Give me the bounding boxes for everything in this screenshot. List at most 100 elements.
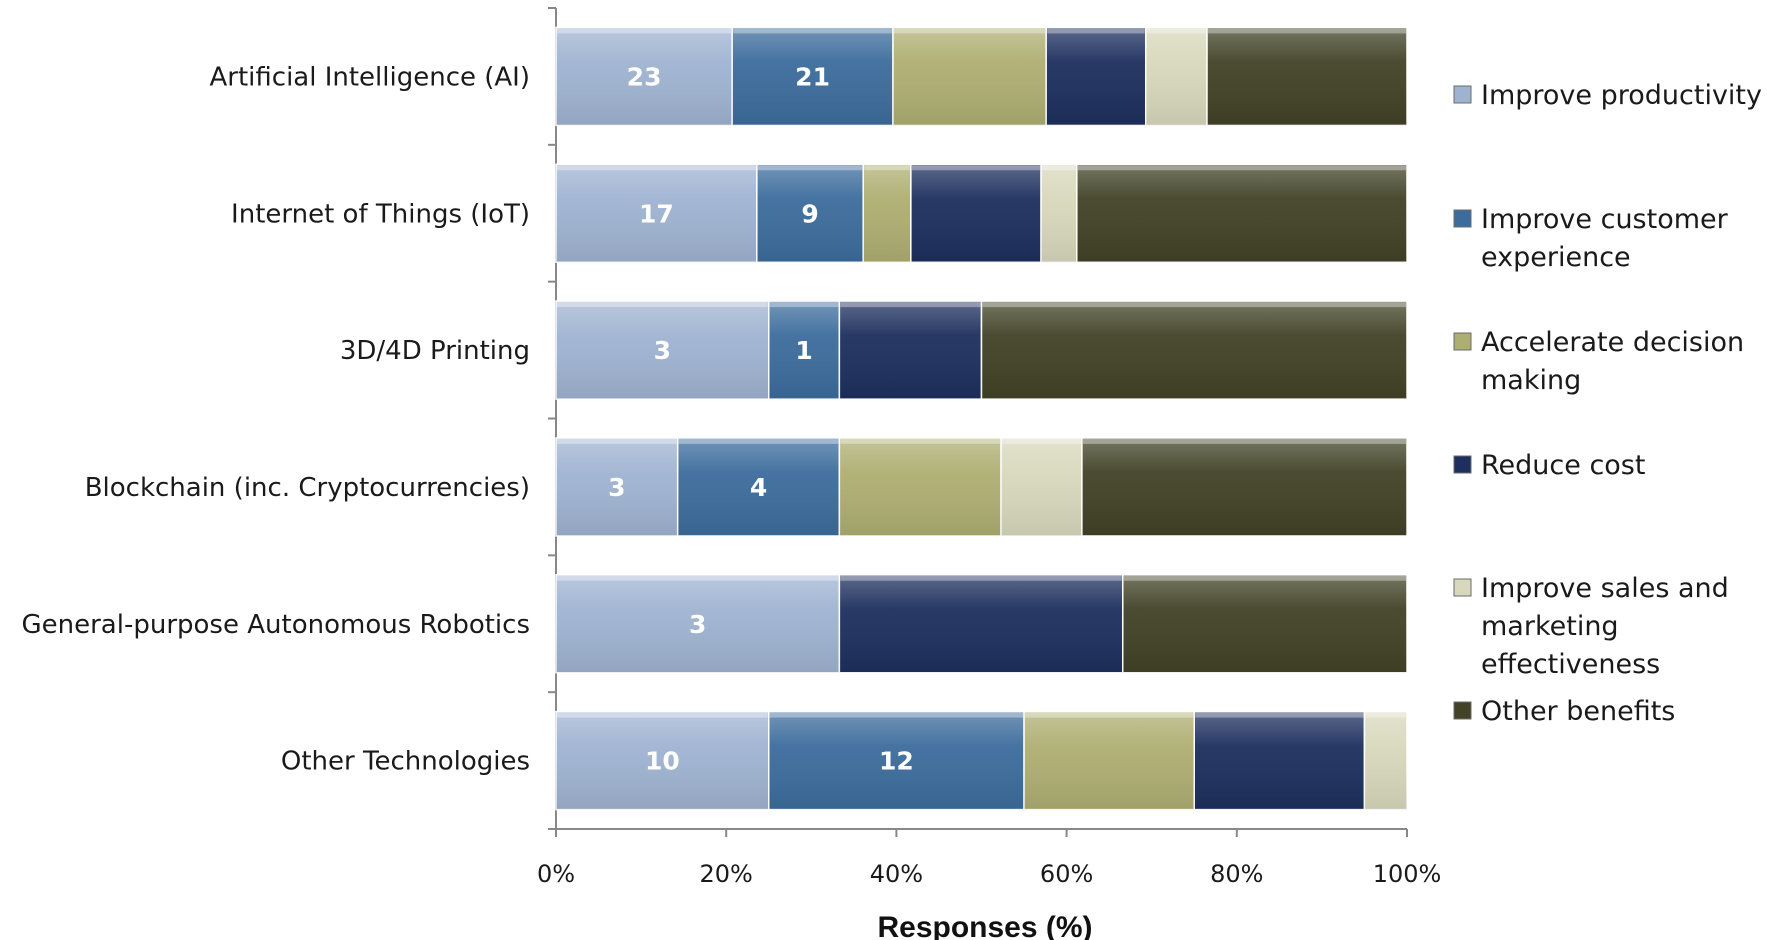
bar-segment-shine [981, 301, 1407, 400]
legend-item: Improve customer experience [1453, 204, 1729, 273]
bar-segment-highlight [840, 302, 981, 308]
bar-segment [1193, 710, 1366, 811]
bar-segment-shine [1207, 27, 1407, 126]
data-label: 12 [879, 747, 914, 776]
bar-segment-highlight [1365, 712, 1406, 718]
bar-segment [555, 26, 733, 127]
bar-segment-shine [863, 164, 911, 263]
bar-segment-shine [556, 27, 733, 126]
bar-segment-shine [1145, 27, 1208, 126]
bar-segment-highlight [1082, 438, 1406, 444]
legend-label: Accelerate decision making [1481, 327, 1744, 396]
bar-segment [838, 300, 983, 400]
bar-segment-shine [1046, 27, 1146, 126]
x-tick-label: 60% [1040, 860, 1093, 888]
bar-segment [862, 163, 912, 263]
legend-label: Improve sales and marketing effectiveness [1481, 573, 1729, 680]
bar-segment [768, 300, 841, 400]
bar-segment-shine [839, 574, 1123, 673]
bar-segment-shine [556, 437, 678, 536]
legend-label: Other benefits [1481, 696, 1675, 727]
bar-segment-highlight [757, 165, 863, 171]
bar-segment-highlight [557, 28, 732, 34]
bar-segment-highlight [840, 438, 1001, 444]
bar-segment-highlight [769, 302, 839, 308]
bar-segment-shine [556, 164, 757, 263]
data-label: 1 [795, 336, 812, 365]
bar-segment [838, 437, 1002, 537]
bar-segment-highlight [557, 302, 768, 308]
x-axis-label: Responses (%) [877, 911, 1092, 940]
bar-segment-highlight [1146, 28, 1207, 34]
legend-swatch [1453, 209, 1472, 228]
bar-segment-shine [1194, 711, 1365, 810]
category-labels: Artificial Intelligence (AI) Internet of … [22, 62, 531, 776]
bar-segment-shine [1081, 437, 1407, 536]
legend-label-line: effectiveness [1481, 649, 1660, 680]
legend-item: Improve sales and marketing effectiveness [1453, 573, 1729, 680]
bar-segment [910, 163, 1042, 263]
bar-segment-highlight [1002, 438, 1081, 444]
data-label: 9 [801, 199, 818, 228]
legend-label: Improve customer experience [1481, 204, 1729, 273]
legend-swatch [1453, 85, 1472, 104]
axes [548, 7, 1408, 837]
bar-segment-shine [556, 574, 840, 673]
bar-segment [555, 163, 758, 263]
bar-segment [1023, 710, 1196, 811]
bar-segment-shine [768, 301, 840, 400]
data-label: 3 [654, 336, 671, 365]
legend-label-line: Reduce cost [1481, 450, 1645, 481]
bar-segment-highlight [557, 712, 768, 718]
bar-segment-highlight [557, 575, 839, 581]
x-tick-label: 20% [700, 860, 753, 888]
bar-segment-highlight [1195, 712, 1364, 718]
bar-segment-highlight [1042, 165, 1076, 171]
bar-segment [1122, 574, 1408, 674]
legend-label-line: Improve customer [1481, 204, 1729, 235]
bar-segment [1144, 26, 1208, 127]
bar-segment-shine [556, 711, 769, 810]
category-label: Other Technologies [281, 747, 530, 777]
data-label: 21 [795, 62, 830, 91]
bar-segment-shine [839, 301, 982, 400]
bar-segment-shine [839, 437, 1002, 536]
legend-label-line: Accelerate decision [1481, 327, 1744, 358]
category-label: Internet of Things (IoT) [231, 199, 530, 229]
legend-item: Reduce cost [1453, 450, 1645, 481]
bar-segment-shine [910, 164, 1042, 263]
bar-segment-shine [892, 27, 1047, 126]
bar-segment-highlight [1123, 575, 1406, 581]
category-label: 3D/4D Printing [340, 336, 530, 366]
data-labels: 23 21 17 9 3 1 3 4 3 10 12 [608, 62, 914, 775]
legend-label-line: marketing [1481, 611, 1619, 642]
category-label: Artificial Intelligence (AI) [210, 62, 531, 92]
bar-segment-highlight [1047, 28, 1145, 34]
legend-swatch [1453, 578, 1472, 597]
bar-segment-highlight [733, 28, 892, 34]
bar-segment-highlight [840, 575, 1122, 581]
data-label: 4 [750, 473, 767, 502]
bar-segment [1363, 710, 1408, 811]
legend-label: Improve productivity [1481, 80, 1762, 111]
bar-segment [555, 300, 770, 400]
bar-segment-shine [756, 164, 864, 263]
bar-segment-highlight [982, 302, 1406, 308]
bar-segment-highlight [1025, 712, 1194, 718]
bar-segment [838, 574, 1124, 674]
data-label: 23 [627, 62, 662, 91]
data-label: 17 [639, 199, 674, 228]
bar-segment-shine [556, 301, 769, 400]
legend-item: Improve productivity [1453, 80, 1762, 111]
x-tick-label: 80% [1210, 860, 1263, 888]
bar-segment-highlight [1077, 165, 1406, 171]
bar-segment-shine [1041, 164, 1077, 263]
bar-segment-highlight [769, 712, 1024, 718]
bar-segment-highlight [911, 165, 1041, 171]
bar-segment-highlight [864, 165, 910, 171]
bar-segment [756, 163, 864, 263]
bar-segment-shine [1076, 164, 1407, 263]
legend-label-line: experience [1481, 242, 1631, 273]
bar-segment [1000, 437, 1083, 537]
